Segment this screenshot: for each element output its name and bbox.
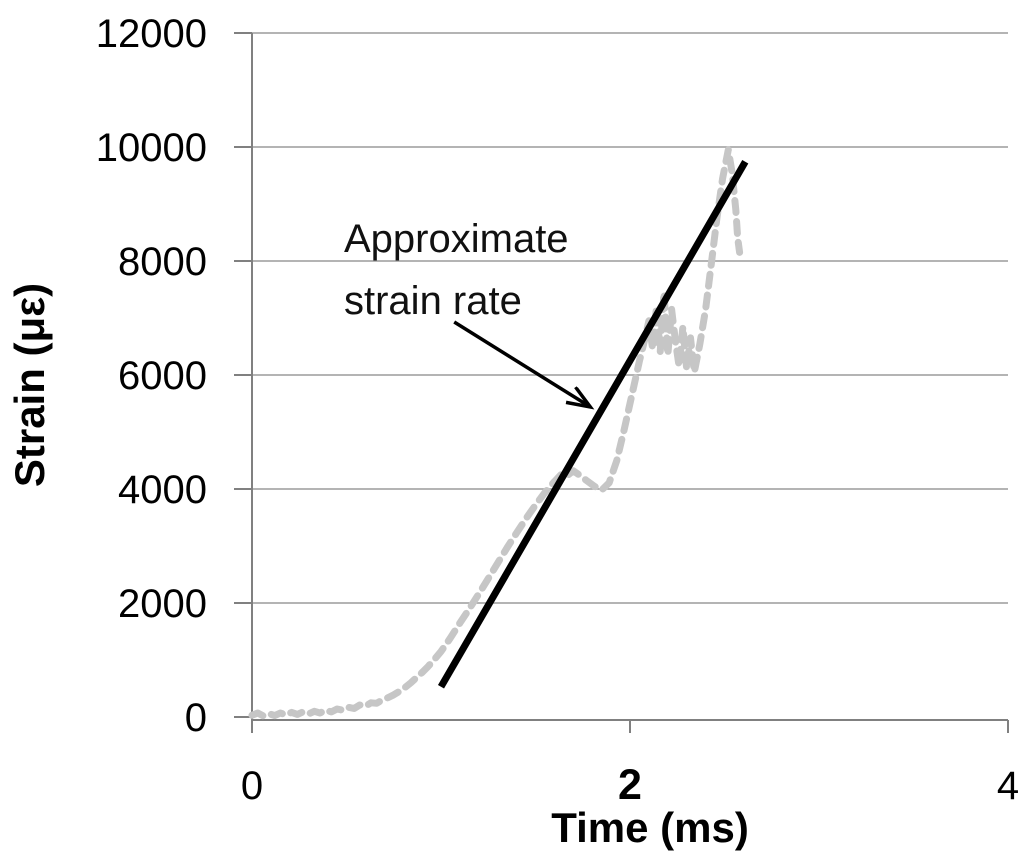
x-tick-label: 2 — [618, 761, 642, 809]
annotation-arrow — [453, 320, 590, 407]
strain-rate-line — [437, 160, 749, 689]
measured-strain-curve — [248, 146, 744, 720]
y-tick-label: 2000 — [118, 582, 207, 626]
annotation-text: Approximate strain rate — [344, 217, 569, 323]
series-layer — [248, 146, 749, 720]
y-tick-label: 8000 — [118, 240, 207, 284]
y-tick-label: 4000 — [118, 468, 207, 512]
y-axis-title: Strain (με) — [6, 282, 53, 488]
tick-labels-layer: 0 2000 4000 6000 8000 10000 12000 0 2 4 — [96, 12, 1019, 809]
x-tick-label: 4 — [997, 764, 1019, 808]
x-axis-title: Time (ms) — [551, 804, 749, 851]
y-tick-label: 12000 — [96, 12, 207, 56]
y-tick-label: 10000 — [96, 126, 207, 170]
annotation-layer — [453, 320, 590, 407]
x-tick-label: 0 — [241, 764, 263, 808]
gridlines-layer — [252, 32, 1008, 604]
y-tick-label: 0 — [185, 696, 207, 740]
y-tick-label: 6000 — [118, 354, 207, 398]
axes-layer — [234, 32, 1009, 733]
